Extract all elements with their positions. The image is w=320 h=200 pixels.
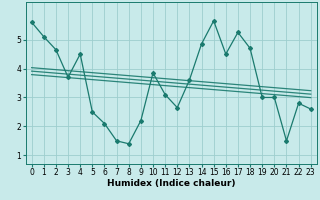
X-axis label: Humidex (Indice chaleur): Humidex (Indice chaleur) (107, 179, 236, 188)
